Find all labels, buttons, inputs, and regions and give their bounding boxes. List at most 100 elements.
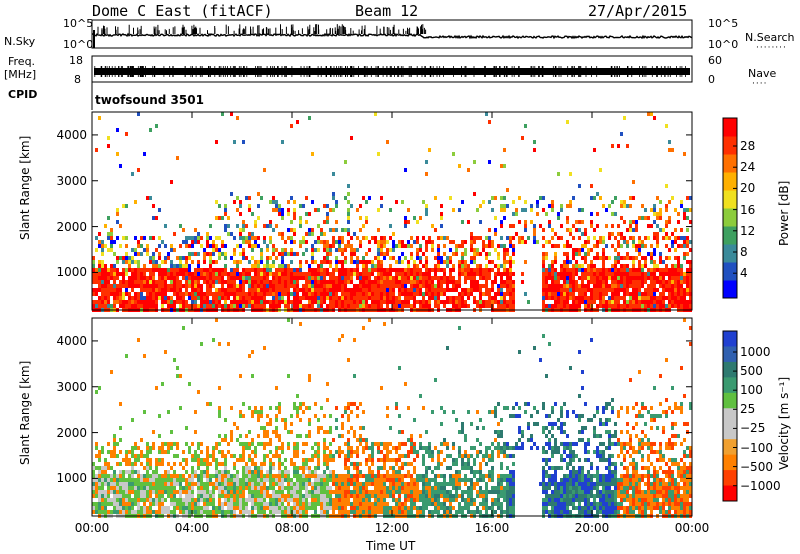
power-cell — [554, 252, 557, 256]
power-cell — [419, 276, 422, 280]
vel-cell — [383, 322, 386, 326]
power-cell — [509, 256, 512, 260]
power-cell — [380, 204, 383, 208]
power-cell — [641, 204, 644, 208]
power-cell — [179, 256, 182, 260]
power-cell — [623, 300, 626, 304]
power-cell — [128, 304, 131, 308]
power-cell — [524, 224, 527, 228]
vel-cell — [326, 454, 329, 458]
vel-cell — [443, 474, 446, 478]
power-cell — [650, 296, 653, 300]
power-cell — [389, 224, 392, 228]
power-cell — [218, 276, 221, 280]
vel-cell — [113, 498, 116, 502]
vel-cell — [191, 502, 194, 506]
power-cell — [590, 292, 593, 296]
power-cell — [434, 256, 437, 260]
power-cell — [224, 264, 227, 268]
vel-cell — [317, 486, 320, 490]
power-cell — [146, 292, 149, 296]
vel-cell — [149, 494, 152, 498]
power-cell — [578, 292, 581, 296]
vel-cell — [353, 450, 356, 454]
vel-cell — [380, 442, 383, 446]
power-cell — [431, 240, 434, 244]
vel-cell — [251, 510, 254, 514]
vel-cell — [146, 458, 149, 462]
power-cell — [437, 304, 440, 308]
power-cell — [227, 284, 230, 288]
power-cell — [590, 280, 593, 284]
vel-cell — [125, 470, 128, 474]
vel-cell — [386, 446, 389, 450]
power-cell — [518, 196, 521, 200]
power-cell — [296, 296, 299, 300]
vel-cell — [308, 482, 311, 486]
vel-cell — [104, 510, 107, 514]
vel-cell — [122, 502, 125, 506]
power-cell — [674, 304, 677, 308]
power-cell — [431, 284, 434, 288]
power-cell — [629, 296, 632, 300]
vel-cell — [113, 502, 116, 506]
power-cell — [173, 268, 176, 272]
vel-cell — [179, 482, 182, 486]
power-cell — [104, 244, 107, 248]
power-cell — [326, 296, 329, 300]
vel-cell — [149, 510, 152, 514]
power-cell — [662, 284, 665, 288]
power-cell — [335, 240, 338, 244]
power-cell — [197, 268, 200, 272]
power-cell — [590, 268, 593, 272]
power-cell — [659, 260, 662, 264]
power-cell — [620, 132, 623, 136]
vel-cell — [98, 474, 101, 478]
power-cell — [545, 272, 548, 276]
power-cell — [620, 288, 623, 292]
power-cell — [500, 292, 503, 296]
power-cell — [356, 236, 359, 240]
vel-cell — [380, 474, 383, 478]
power-cell — [356, 264, 359, 268]
power-cell — [602, 300, 605, 304]
vel-cell — [128, 490, 131, 494]
power-cell — [167, 252, 170, 256]
vel-cell — [185, 426, 188, 430]
vel-cell — [290, 494, 293, 498]
power-cell — [188, 284, 191, 288]
power-cell — [518, 220, 521, 224]
power-cell — [395, 280, 398, 284]
power-cell — [485, 304, 488, 308]
power-cell — [248, 232, 251, 236]
power-cell — [653, 232, 656, 236]
vel-cell — [320, 426, 323, 430]
power-cell — [221, 272, 224, 276]
power-cell — [311, 284, 314, 288]
power-cell — [395, 272, 398, 276]
power-cell — [341, 252, 344, 256]
power-cell — [617, 272, 620, 276]
vel-cell — [191, 474, 194, 478]
power-cell — [143, 288, 146, 292]
power-cell — [323, 292, 326, 296]
power-cell — [110, 288, 113, 292]
vel-cell — [122, 506, 125, 510]
vel-cell — [134, 498, 137, 502]
power-cell — [524, 124, 527, 128]
vel-cell — [287, 470, 290, 474]
power-cell — [224, 228, 227, 232]
power-cell — [575, 296, 578, 300]
power-cell — [407, 244, 410, 248]
power-cell — [281, 280, 284, 284]
power-cell — [464, 288, 467, 292]
power-cell — [425, 160, 428, 164]
vel-cell — [92, 510, 95, 514]
vel-cell — [386, 458, 389, 462]
power-cell — [254, 304, 257, 308]
vel-cell — [425, 506, 428, 510]
vel-cell — [425, 482, 428, 486]
power-cell — [398, 284, 401, 288]
power-cell — [182, 264, 185, 268]
power-cell — [620, 268, 623, 272]
